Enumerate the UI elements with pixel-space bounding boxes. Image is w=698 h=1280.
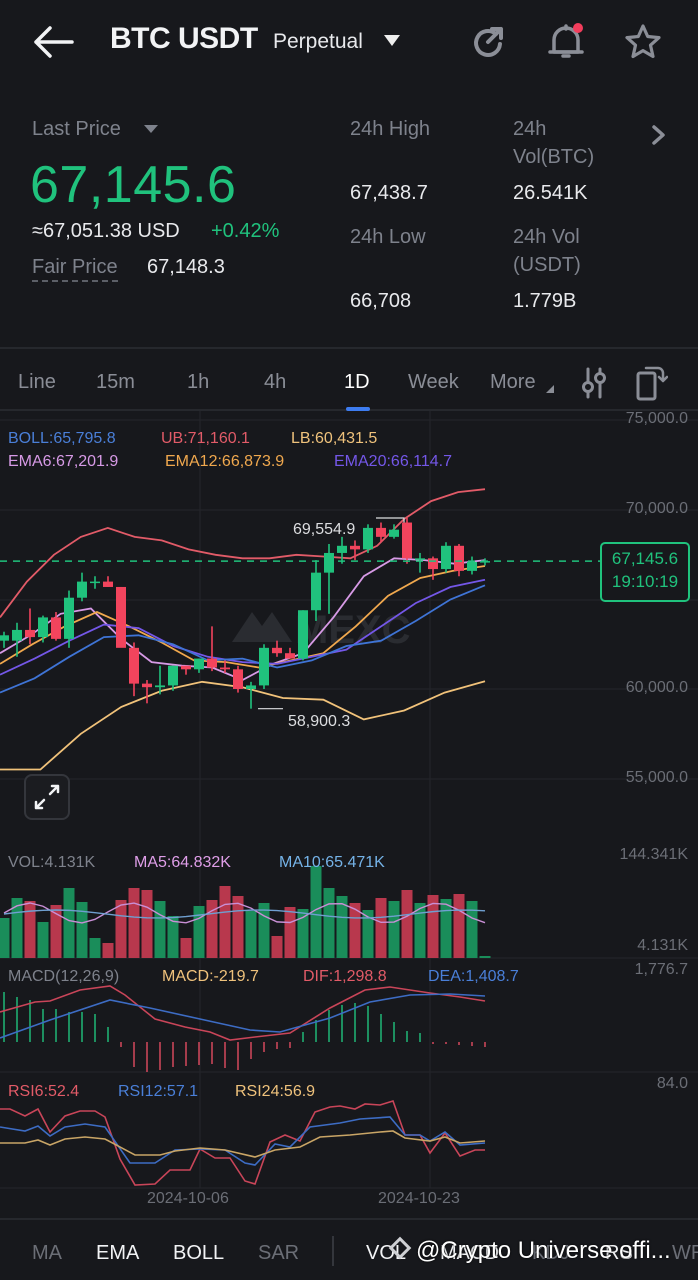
price-tick-70000: 70,000.0 [625, 500, 688, 517]
indicator-boll[interactable]: BOLL [173, 1242, 225, 1264]
last-price-label[interactable]: Last Price [32, 118, 121, 140]
indicator-sar[interactable]: SAR [258, 1242, 300, 1264]
ma5-value: MA5:64.832K [134, 854, 231, 871]
rsi24-value: RSI24:56.9 [235, 1083, 316, 1100]
ub-value: UB:71,160.1 [161, 430, 250, 447]
back-button[interactable] [30, 20, 78, 64]
tab-15m[interactable]: 15m [96, 371, 135, 393]
vol-value: VOL:4.131K [8, 854, 96, 871]
period-low-marker: 58,900.3 [288, 713, 351, 730]
timeframe-tabs: Line 15m 1h 4h 1D Week More [0, 347, 698, 411]
current-price-label: 67,145.6 [611, 549, 679, 568]
pair-title[interactable]: BTC USDT [110, 22, 258, 55]
vol-axis-bottom: 4.131K [637, 937, 688, 954]
notification-dot [573, 23, 583, 33]
ema6-value: EMA6:67,201.9 [8, 453, 119, 470]
fair-price-label[interactable]: Fair Price [32, 256, 118, 282]
watermark-text: @Crypto Universe offi... [416, 1237, 671, 1264]
period-high-marker: 69,554.9 [293, 521, 356, 538]
macd-params: MACD(12,26,9) [8, 968, 120, 985]
dif-value: DIF:1,298.8 [303, 968, 387, 985]
date-label-1: 2024-10-06 [147, 1190, 229, 1207]
high-24h-label: 24h High [350, 118, 431, 140]
indicator-wr[interactable]: WR [672, 1242, 698, 1264]
price-tick-75000: 75,000.0 [625, 410, 688, 427]
macd-axis-top: 1,776.7 [634, 961, 688, 978]
indicator-toggle-bar: MA EMA BOLL SAR VOL MACD KDJ RSI WR [0, 1218, 698, 1280]
indicator-rsi[interactable]: RSI [605, 1242, 639, 1264]
price-alert-button[interactable] [546, 22, 586, 62]
vol-axis-top: 144.341K [619, 846, 688, 863]
indicator-macd[interactable]: MACD [440, 1242, 499, 1264]
sliders-icon [582, 367, 606, 399]
more-caret-icon[interactable] [546, 385, 554, 393]
tab-4h[interactable]: 4h [264, 371, 287, 393]
macd-value: MACD:-219.7 [162, 968, 259, 985]
ma10-value: MA10:65.471K [279, 854, 385, 871]
lb-value: LB:60,431.5 [291, 430, 378, 447]
bell-icon [548, 23, 584, 58]
boll-value: BOLL:65,795.8 [8, 430, 116, 447]
vol-btc-value: 26.541K [513, 182, 588, 204]
tab-1d[interactable]: 1D [344, 371, 370, 393]
tab-week[interactable]: Week [408, 371, 459, 393]
tab-line[interactable]: Line [18, 371, 56, 393]
indicator-settings-button[interactable] [580, 367, 608, 404]
vol-btc-label-line1: 24h [513, 118, 547, 140]
boll-legend: BOLL:65,795.8 [8, 430, 116, 448]
change-percent: +0.42% [211, 220, 280, 242]
fullscreen-button[interactable] [24, 774, 70, 820]
rsi6-value: RSI6:52.4 [8, 1083, 80, 1100]
share-refresh-button[interactable] [468, 22, 508, 62]
price-tick-55000: 55,000.0 [625, 769, 688, 786]
usd-equivalent: ≈67,051.38 USD [32, 220, 180, 242]
rsi12-value: RSI12:57.1 [118, 1083, 199, 1100]
price-tick-60000: 60,000.0 [625, 679, 688, 696]
candlestick-chart[interactable]: MEXC [0, 411, 698, 1218]
current-price-tag: 67,145.6 19:10:19 [600, 542, 690, 602]
binance-square-logo-icon [388, 1236, 412, 1260]
rsi-axis-top: 84.0 [656, 1075, 688, 1092]
candle-countdown: 19:10:19 [611, 572, 679, 591]
high-24h-value: 67,438.7 [350, 182, 428, 204]
favorite-button[interactable] [623, 22, 663, 62]
contract-dropdown-caret-icon[interactable] [384, 35, 400, 46]
active-tab-indicator [346, 407, 370, 411]
header-bar: BTC USDT Perpetual [0, 0, 698, 84]
tab-1h[interactable]: 1h [187, 371, 210, 393]
fair-price-value: 67,148.3 [147, 256, 225, 278]
ema20-value: EMA20:66,114.7 [334, 453, 453, 470]
overlay-watermark: @Crypto Universe offi... [388, 1236, 671, 1265]
rotate-landscape-button[interactable] [634, 365, 669, 406]
ema12-value: EMA12:66,873.9 [165, 453, 285, 470]
vol-usdt-label-line2: (USDT) [513, 254, 581, 276]
share-refresh-icon [474, 27, 503, 57]
date-label-2: 2024-10-23 [378, 1190, 460, 1207]
back-arrow-icon [34, 26, 74, 58]
ticker-expand-button[interactable] [650, 124, 668, 151]
last-price-value: 67,145.6 [30, 156, 237, 214]
low-24h-value: 66,708 [350, 290, 412, 312]
vol-usdt-value: 1.779B [513, 290, 577, 312]
chevron-right-icon [652, 125, 665, 145]
indicator-divider [332, 1236, 334, 1266]
expand-icon [34, 784, 60, 810]
tab-more[interactable]: More [490, 371, 536, 393]
indicator-kdj[interactable]: KDJ [532, 1242, 570, 1264]
contract-type-selector[interactable]: Perpetual [273, 30, 363, 53]
dea-value: DEA:1,408.7 [428, 968, 519, 985]
vol-usdt-label-line1: 24h Vol [513, 226, 580, 248]
rotate-screen-icon [636, 366, 669, 401]
indicator-ema[interactable]: EMA [96, 1242, 140, 1264]
vol-btc-label-line2: Vol(BTC) [513, 146, 595, 168]
last-price-caret-icon[interactable] [144, 125, 158, 133]
low-24h-label: 24h Low [350, 226, 426, 248]
indicator-ma[interactable]: MA [32, 1242, 62, 1264]
indicator-vol[interactable]: VOL [366, 1242, 407, 1264]
star-icon [625, 24, 661, 59]
